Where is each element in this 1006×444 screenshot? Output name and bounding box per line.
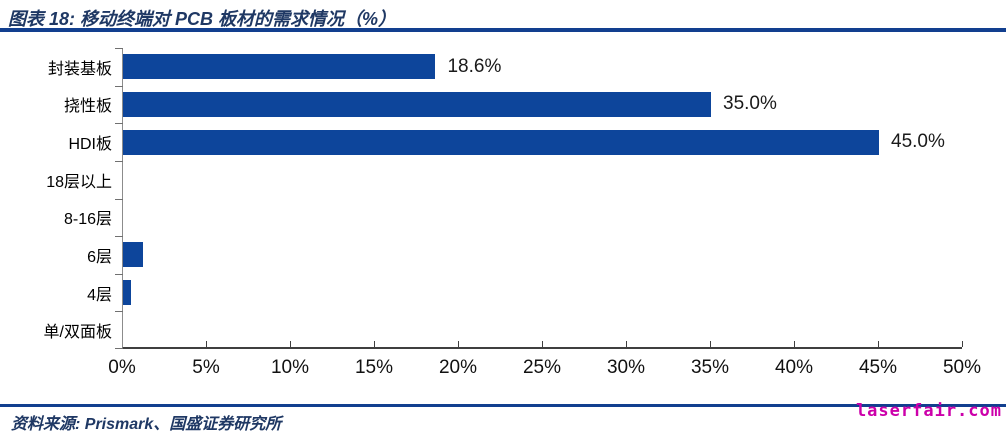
y-axis-tick [115, 311, 123, 313]
category-label: 单/双面板 [43, 324, 112, 342]
footer-divider [0, 404, 1006, 407]
x-axis-tick-label: 30% [606, 357, 646, 378]
category-label: 挠性板 [63, 98, 112, 116]
x-axis-tick-labels: 0% 5% 10% 15% 20% 25% 30% 35% 40% 45% 50% [0, 357, 1006, 381]
page-title: 图表 18: 移动终端对 PCB 板材的需求情况（%） [8, 9, 397, 29]
y-axis-category-labels: 封装基板挠性板 HDI板 18层以上 8-16层 6层 4层单/双面板 [0, 48, 112, 349]
category-label: HDI板 [68, 136, 112, 154]
x-axis-tick-label: 25% [522, 357, 562, 378]
x-axis-tick-label: 35% [690, 357, 730, 378]
y-axis-tick [115, 160, 123, 162]
bar [123, 280, 132, 306]
y-axis-tick [115, 85, 123, 87]
x-axis-tick [962, 341, 963, 347]
title-divider [0, 28, 1006, 32]
category-label: 4层 [87, 286, 112, 304]
x-axis-tick [290, 341, 291, 347]
y-axis-tick [115, 123, 123, 125]
x-axis-tick [794, 341, 795, 347]
x-axis-tick [206, 341, 207, 347]
category-label: 6层 [87, 248, 112, 266]
bar [123, 242, 144, 268]
bar [123, 129, 879, 155]
bar-data-label: 18.6% [447, 55, 502, 77]
source-note: 资料来源: Prismark、国盛证券研究所 [11, 416, 282, 433]
x-axis-tick-label: 40% [774, 357, 814, 378]
x-axis-tick-label: 20% [438, 357, 478, 378]
x-axis-tick-label: 0% [108, 357, 136, 378]
y-axis-tick [115, 348, 123, 349]
category-label: 封装基板 [47, 60, 112, 78]
x-axis-tick [458, 341, 459, 347]
bar [123, 91, 711, 117]
x-axis-tick-label: 10% [270, 357, 310, 378]
x-axis-tick-label: 50% [942, 357, 982, 378]
bar-data-label: 45.0% [891, 131, 945, 153]
x-axis-tick-label: 5% [192, 357, 220, 378]
x-axis-tick [542, 341, 543, 347]
x-axis-tick-label: 45% [858, 357, 898, 378]
category-label: 8-16层 [63, 211, 112, 229]
y-axis-tick [115, 198, 123, 200]
plot-area: 18.6% 35.0% 45.0% [115, 48, 963, 349]
watermark-text: laserfair.com [855, 401, 1002, 421]
bar [123, 54, 436, 80]
y-axis-tick [115, 48, 123, 49]
y-axis-tick [115, 236, 123, 238]
x-axis-tick [878, 341, 879, 347]
x-axis-tick [710, 341, 711, 347]
bar-data-label: 35.0% [723, 93, 777, 115]
x-axis-tick [626, 341, 627, 347]
x-axis-tick-label: 15% [354, 357, 394, 378]
y-axis-tick [115, 273, 123, 275]
category-label: 18层以上 [46, 173, 112, 191]
x-axis-tick [374, 341, 375, 347]
